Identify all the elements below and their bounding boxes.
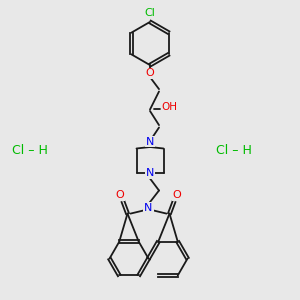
- Text: Cl – H: Cl – H: [12, 143, 48, 157]
- Text: O: O: [116, 190, 124, 200]
- Text: Cl: Cl: [145, 8, 155, 19]
- Text: Cl – H: Cl – H: [216, 143, 252, 157]
- Text: N: N: [146, 168, 154, 178]
- Text: N: N: [144, 202, 153, 213]
- Text: O: O: [172, 190, 182, 200]
- Text: N: N: [146, 136, 154, 147]
- Text: OH: OH: [161, 102, 178, 112]
- Text: O: O: [146, 68, 154, 79]
